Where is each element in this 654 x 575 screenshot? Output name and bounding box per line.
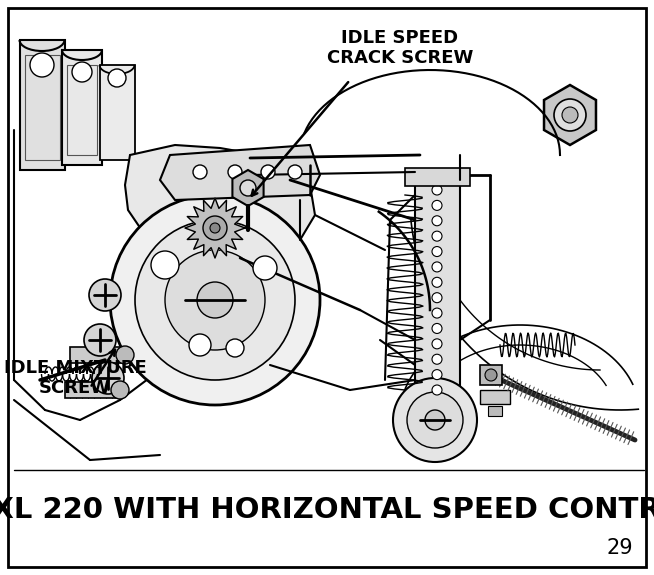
Circle shape: [135, 220, 295, 380]
Circle shape: [432, 216, 442, 226]
Circle shape: [240, 180, 256, 196]
Circle shape: [432, 200, 442, 210]
Bar: [25, 55, 60, 160]
Bar: [62, 50, 102, 165]
Text: SCREW: SCREW: [39, 379, 111, 397]
Circle shape: [72, 62, 92, 82]
Circle shape: [30, 53, 54, 77]
Text: CRACK SCREW: CRACK SCREW: [327, 49, 473, 67]
Polygon shape: [160, 145, 320, 200]
Circle shape: [485, 369, 497, 381]
Circle shape: [111, 381, 129, 399]
Circle shape: [84, 324, 116, 356]
Circle shape: [432, 308, 442, 318]
Text: TVXL 220 WITH HORIZONTAL SPEED CONTROL: TVXL 220 WITH HORIZONTAL SPEED CONTROL: [0, 496, 654, 524]
Circle shape: [288, 165, 302, 179]
Circle shape: [110, 195, 320, 405]
Text: IDLE MIXTURE: IDLE MIXTURE: [4, 359, 146, 377]
Circle shape: [562, 107, 578, 123]
Circle shape: [432, 293, 442, 302]
Polygon shape: [544, 85, 596, 145]
Circle shape: [554, 99, 586, 131]
Text: 29: 29: [607, 538, 633, 558]
Polygon shape: [232, 170, 264, 206]
Circle shape: [151, 251, 179, 279]
Circle shape: [228, 165, 242, 179]
Bar: [480, 390, 510, 404]
Circle shape: [432, 262, 442, 272]
Circle shape: [432, 247, 442, 256]
Bar: [20, 40, 65, 170]
Bar: [488, 406, 502, 416]
Circle shape: [226, 339, 244, 357]
Circle shape: [108, 69, 126, 87]
Circle shape: [432, 339, 442, 349]
Circle shape: [92, 362, 124, 394]
Polygon shape: [125, 145, 315, 260]
Bar: [415, 175, 460, 405]
Bar: [480, 365, 502, 385]
Text: IDLE SPEED: IDLE SPEED: [341, 29, 458, 47]
Circle shape: [407, 392, 463, 448]
Circle shape: [432, 231, 442, 241]
Circle shape: [193, 165, 207, 179]
Circle shape: [261, 165, 275, 179]
Circle shape: [432, 370, 442, 380]
Circle shape: [432, 277, 442, 288]
Circle shape: [189, 334, 211, 356]
Circle shape: [432, 185, 442, 195]
Circle shape: [253, 256, 277, 280]
Circle shape: [210, 223, 220, 233]
Circle shape: [425, 410, 445, 430]
Bar: [65, 382, 120, 398]
Polygon shape: [185, 198, 245, 258]
Circle shape: [432, 324, 442, 334]
Circle shape: [89, 279, 121, 311]
Bar: [100, 65, 135, 160]
Circle shape: [432, 385, 442, 395]
Circle shape: [116, 346, 134, 364]
Circle shape: [203, 216, 227, 240]
Circle shape: [393, 378, 477, 462]
Circle shape: [432, 354, 442, 364]
Bar: [405, 168, 470, 186]
Circle shape: [197, 282, 233, 318]
Bar: [67, 65, 97, 155]
Circle shape: [165, 250, 265, 350]
Bar: [70, 347, 125, 363]
